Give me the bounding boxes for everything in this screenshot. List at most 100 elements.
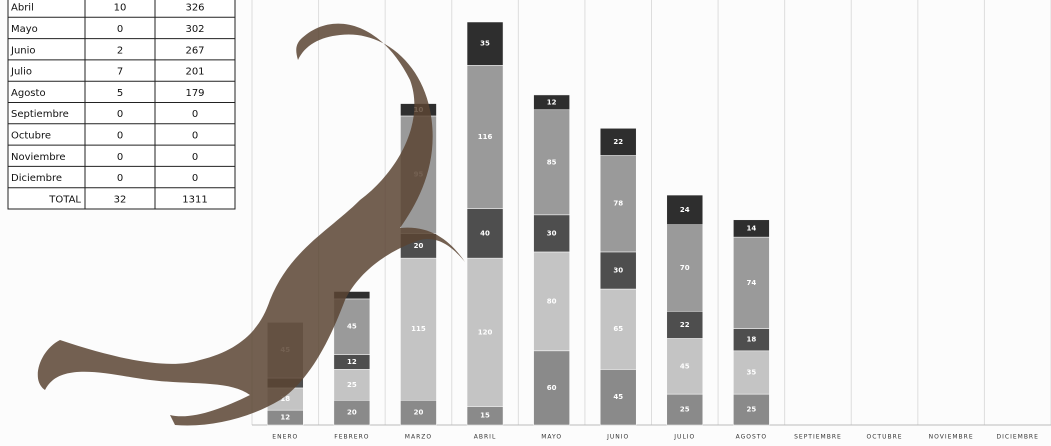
data-table: Abril 10 326 Mayo 0 302 Junio 2 267 Julio 7 201 Agos… [7,0,236,210]
segment-label: 65 [613,325,623,333]
bar-segment [466,208,504,259]
bar-segment [533,214,570,253]
table-cell: 0 [117,109,123,120]
table-cell: TOTAL [48,194,81,205]
segment-label: 18 [747,336,757,344]
segment-label: 60 [547,384,557,392]
segment-label: 12 [347,358,357,366]
segment-label: 20 [347,409,357,417]
x-tick-label: NOVIEMBRE [929,434,974,441]
segment-label: 14 [747,224,757,232]
segment-label: 85 [547,158,557,166]
segment-label: 15 [480,412,490,420]
table-cell: 1311 [182,194,207,205]
segment-label: 25 [347,381,357,389]
segment-label: 18 [280,395,290,403]
bar-segment [599,369,637,426]
x-tick-label: DICIEMBRE [997,434,1039,441]
table-cell: Diciembre [11,173,62,184]
bar-segment [599,251,637,290]
segment-label: 116 [478,133,493,141]
table-cell: Julio [10,67,32,78]
bar-segment [333,400,371,426]
bar-segment [533,94,570,111]
table-cell: 0 [192,173,198,184]
segment-label: 24 [680,206,690,214]
segment-label: 35 [480,40,490,48]
bar-segment [533,109,570,216]
x-tick-label: ENERO [272,434,298,441]
x-tick-label: MARZO [405,434,432,441]
table-cell: Abril [11,3,34,14]
table-cell: 267 [185,45,204,56]
bar-segment [400,400,437,426]
table-cell: Agosto [11,88,46,99]
x-tick-label: OCTUBRE [867,434,903,441]
segment-label: 20 [414,242,424,250]
table-cell: 10 [114,3,127,14]
x-tick-label: SEPTIEMBRE [794,434,842,441]
x-tick-label: MAYO [541,434,562,441]
table-cell: 0 [117,152,123,163]
bar-segment [599,155,637,253]
bar-segment [400,257,437,401]
segment-label: 45 [613,393,623,401]
segment-label: 22 [680,321,690,329]
table-cell: 179 [185,88,204,99]
x-tick-label: AGOSTO [736,434,768,441]
bar-segment [533,251,570,352]
bar-segment [333,369,371,401]
table-cell: Octubre [11,130,51,141]
table-cell: 0 [192,152,198,163]
bar-segment [733,350,770,395]
segment-label: 12 [547,98,557,106]
table-cell: 5 [117,88,123,99]
table-cell: 201 [185,67,204,78]
segment-label: 12 [280,414,290,422]
scorpion-shape [37,23,466,426]
table-cell: Mayo [11,24,38,35]
segment-label: 115 [411,325,426,333]
table-cell: 0 [192,109,198,120]
bar-segment [666,338,704,395]
bar-segment [599,128,637,156]
x-tick-label: ABRIL [474,434,497,441]
segment-label: 45 [347,323,357,331]
table-cell: 7 [117,67,123,78]
segment-label: 25 [680,406,690,414]
table-cell: 32 [114,194,127,205]
decoration [37,23,466,426]
table-cell: 302 [185,24,204,35]
segment-label: 45 [680,362,690,370]
bar-segment [666,224,704,312]
x-tick-label: JULIO [673,434,695,441]
bar-segment [666,393,704,426]
segment-label: 20 [414,409,424,417]
table-cell: Septiembre [11,109,69,120]
bar-segment [733,219,770,238]
bar-segment [466,21,504,66]
bar-segment [666,311,704,339]
segment-label: 40 [480,229,490,237]
table-cell: 326 [185,3,204,14]
x-tick-label: FEBRERO [334,434,369,441]
bar-segment [466,257,504,407]
bar-segment [666,194,704,225]
segment-label: 30 [613,266,623,274]
segment-label: 30 [547,229,557,237]
segment-label: 35 [747,368,757,376]
x-tick-label: JUNIO [606,434,629,441]
table-cell: Noviembre [11,152,66,163]
segment-label: 80 [547,297,557,305]
table-cell: 0 [117,24,123,35]
segment-label: 120 [478,328,493,336]
table-cell: 0 [192,130,198,141]
segment-label: 74 [747,279,757,287]
table-cell: Junio [10,45,36,56]
bar-segment [533,350,570,426]
table-cell: 0 [117,130,123,141]
table-cell: 2 [117,45,123,56]
segment-label: 78 [613,200,623,208]
